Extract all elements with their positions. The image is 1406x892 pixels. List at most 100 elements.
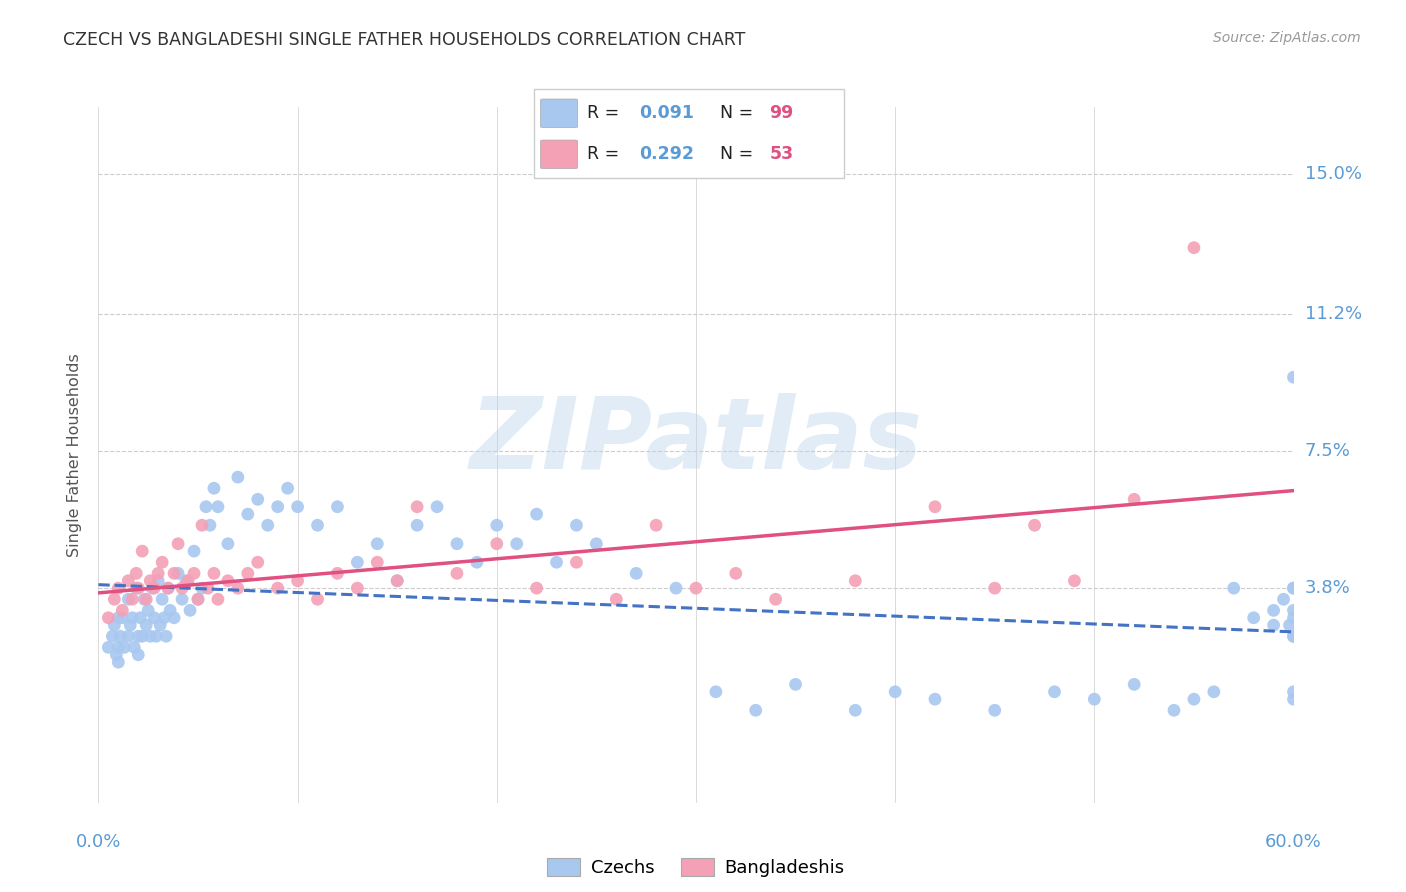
Point [685, 581, 707, 595]
Point [112, 640, 135, 655]
Point [127, 629, 149, 643]
Text: 15.0%: 15.0% [1305, 165, 1361, 183]
Point [246, 492, 269, 507]
Point [785, 677, 807, 691]
Text: 0.091: 0.091 [640, 103, 695, 122]
Point [202, 566, 225, 581]
Point [117, 574, 139, 588]
Legend: Czechs, Bangladeshis: Czechs, Bangladeshis [540, 850, 852, 884]
Point [150, 592, 173, 607]
Point [844, 703, 866, 717]
Point [326, 566, 349, 581]
Point [157, 581, 180, 595]
Point [267, 500, 290, 514]
Point [246, 555, 269, 569]
Point [724, 566, 747, 581]
Point [217, 574, 239, 588]
Point [153, 611, 176, 625]
Point [446, 537, 468, 551]
Point [1182, 692, 1205, 706]
Point [131, 629, 153, 643]
Point [1282, 685, 1305, 699]
Text: 0.292: 0.292 [640, 145, 695, 163]
Point [167, 537, 190, 551]
Point [217, 537, 239, 551]
Point [127, 581, 149, 595]
Point [1282, 581, 1305, 595]
Point [107, 611, 129, 625]
Point [127, 648, 149, 662]
Point [172, 592, 194, 607]
Point [183, 544, 205, 558]
Point [197, 581, 219, 595]
Point [149, 618, 172, 632]
Point [506, 537, 529, 551]
Point [485, 537, 508, 551]
Point [157, 581, 180, 595]
Point [226, 581, 249, 595]
Point [565, 555, 588, 569]
Point [346, 555, 368, 569]
Point [287, 500, 309, 514]
Text: N =: N = [720, 103, 759, 122]
Point [143, 581, 166, 595]
Point [136, 603, 159, 617]
Point [665, 581, 688, 595]
Text: 53: 53 [769, 145, 793, 163]
Point [121, 611, 143, 625]
Point [103, 618, 125, 632]
Point [307, 518, 329, 533]
Point [546, 555, 568, 569]
Point [148, 566, 170, 581]
Point [179, 603, 201, 617]
Point [145, 629, 167, 643]
Text: R =: R = [586, 145, 624, 163]
Point [1282, 370, 1305, 384]
Point [159, 603, 181, 617]
Point [187, 592, 209, 607]
Text: ZIPatlas: ZIPatlas [470, 392, 922, 490]
Point [385, 574, 409, 588]
Point [1202, 685, 1225, 699]
Point [1282, 581, 1305, 595]
Point [267, 581, 290, 595]
Point [236, 566, 259, 581]
Point [406, 518, 429, 533]
Point [107, 581, 129, 595]
Point [226, 470, 249, 484]
Point [117, 629, 139, 643]
Point [585, 537, 607, 551]
Point [1282, 692, 1305, 706]
Point [326, 500, 349, 514]
Point [1222, 581, 1246, 595]
Point [884, 685, 907, 699]
Text: CZECH VS BANGLADESHI SINGLE FATHER HOUSEHOLDS CORRELATION CHART: CZECH VS BANGLADESHI SINGLE FATHER HOUSE… [63, 31, 745, 49]
Point [526, 507, 548, 521]
Point [983, 581, 1005, 595]
Point [1282, 603, 1305, 617]
Point [135, 592, 157, 607]
Point [924, 500, 946, 514]
Point [1163, 703, 1185, 717]
Point [150, 555, 173, 569]
Point [131, 544, 153, 558]
Point [101, 629, 124, 643]
Point [148, 574, 170, 588]
Point [139, 574, 162, 588]
Text: 11.2%: 11.2% [1305, 305, 1362, 323]
Point [97, 611, 120, 625]
Point [983, 703, 1005, 717]
Point [1282, 629, 1305, 643]
Text: Source: ZipAtlas.com: Source: ZipAtlas.com [1213, 31, 1361, 45]
Point [565, 518, 588, 533]
Text: 99: 99 [769, 103, 793, 122]
Point [1024, 518, 1046, 533]
Point [177, 574, 200, 588]
Text: 7.5%: 7.5% [1305, 442, 1351, 460]
Point [124, 640, 146, 655]
Point [187, 592, 209, 607]
Point [202, 481, 225, 495]
Point [107, 655, 129, 669]
Point [129, 611, 152, 625]
Point [366, 555, 388, 569]
